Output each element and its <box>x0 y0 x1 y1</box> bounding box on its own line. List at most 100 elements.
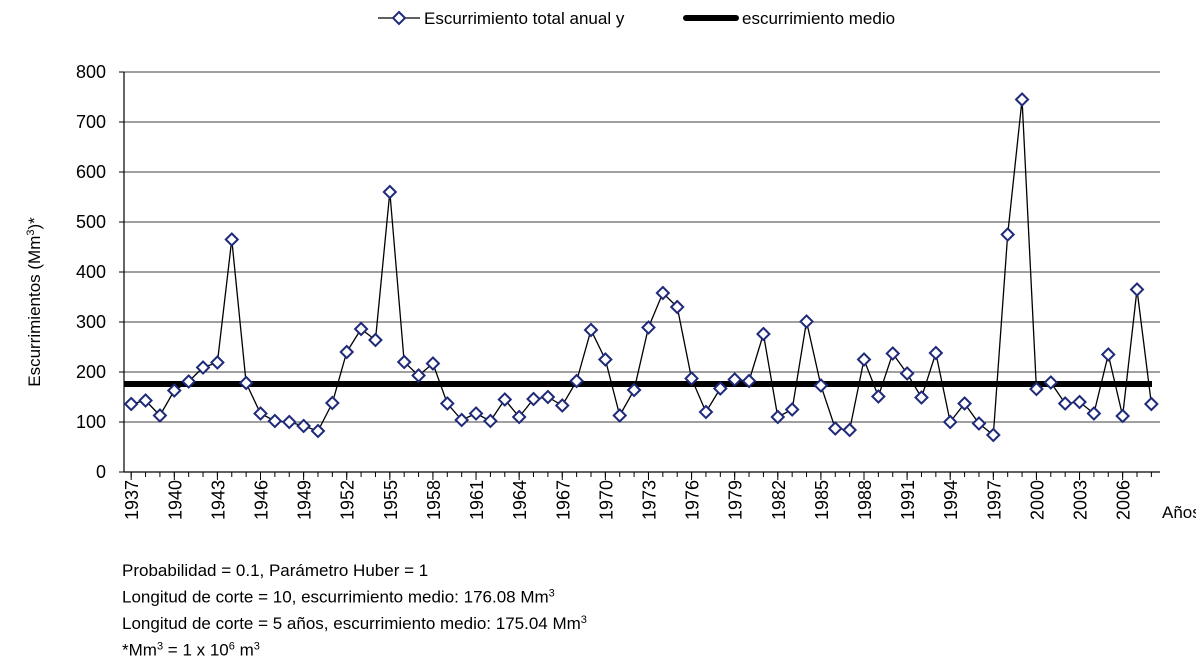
data-point <box>138 393 153 408</box>
data-point <box>195 360 211 375</box>
data-point <box>497 392 513 407</box>
x-tick-label: 2003 <box>1071 480 1091 520</box>
x-tick-label: 2006 <box>1114 480 1134 520</box>
y-tick-label: 200 <box>76 362 106 382</box>
data-point <box>612 408 628 423</box>
data-point <box>756 326 771 342</box>
legend-marker <box>391 10 407 26</box>
data-point <box>942 414 958 430</box>
x-tick-label: 1991 <box>898 480 918 520</box>
y-tick-label: 0 <box>96 462 106 482</box>
data-point <box>784 402 800 417</box>
x-tick-label: 1961 <box>467 480 487 520</box>
data-point <box>569 373 585 389</box>
text-part: Escurrimientos (Mm <box>25 236 44 387</box>
data-point <box>1115 408 1131 424</box>
data-point <box>928 345 944 361</box>
data-point <box>1143 396 1159 412</box>
data-point <box>482 413 498 429</box>
data-point <box>597 352 613 367</box>
note: Longitud de corte = 5 años, escurrimient… <box>122 614 587 633</box>
data-point <box>368 332 383 348</box>
data-point <box>511 409 527 425</box>
data-point <box>454 412 470 428</box>
data-point <box>439 396 455 411</box>
data-point <box>526 391 541 407</box>
x-tick-label: 1988 <box>855 480 875 520</box>
data-point <box>655 285 671 301</box>
x-axis-label: Años <box>1162 503 1196 522</box>
data-point <box>1043 375 1059 390</box>
superscript: 3 <box>549 588 555 600</box>
x-tick-label: 1955 <box>381 480 401 520</box>
x-tick-label: 1964 <box>510 480 530 520</box>
data-point <box>971 416 987 431</box>
data-point <box>770 409 786 425</box>
data-point <box>813 378 829 393</box>
x-tick-label: 1943 <box>208 480 228 520</box>
data-point <box>842 422 858 438</box>
x-tick-label: 1976 <box>683 480 703 520</box>
note: *Mm3 = 1 x 106 m3 <box>122 641 260 660</box>
data-point <box>1100 347 1116 362</box>
data-point <box>626 382 642 398</box>
superscript: 3 <box>25 230 37 236</box>
data-point <box>310 423 326 439</box>
y-tick-label: 300 <box>76 312 106 332</box>
data-point <box>425 356 441 371</box>
x-tick-label: 1952 <box>338 480 358 520</box>
data-point <box>957 396 972 411</box>
data-point <box>899 366 915 381</box>
text-part: *Mm <box>122 641 157 660</box>
y-tick-label: 100 <box>76 412 106 432</box>
x-tick-label: 1970 <box>596 480 616 520</box>
data-point <box>1014 92 1030 107</box>
x-tick-label: 1949 <box>295 480 315 520</box>
x-tick-label: 1994 <box>941 480 961 520</box>
superscript: 6 <box>229 641 235 653</box>
data-point <box>253 406 268 421</box>
x-tick-label: 1940 <box>165 480 185 520</box>
data-point <box>209 355 225 370</box>
data-point <box>885 346 901 361</box>
text-part: Longitud de corte = 5 años, escurrimient… <box>122 614 581 633</box>
data-point <box>856 352 872 367</box>
x-tick-label: 2000 <box>1027 480 1047 520</box>
superscript: 3 <box>581 614 587 626</box>
text-part: Probabilidad = 0.1, Parámetro Huber = 1 <box>122 561 428 580</box>
text-part: )* <box>25 217 44 230</box>
data-point <box>684 371 699 386</box>
y-tick-label: 600 <box>76 162 106 182</box>
data-point <box>698 404 714 420</box>
data-point <box>267 413 283 429</box>
data-point <box>123 396 139 412</box>
data-point <box>1072 394 1087 410</box>
data-point <box>152 408 168 423</box>
data-point <box>554 398 570 413</box>
data-point <box>583 322 599 338</box>
data-point <box>669 299 685 315</box>
data-point <box>741 373 757 389</box>
y-tick-label: 700 <box>76 112 106 132</box>
data-point <box>799 314 814 329</box>
legend-label: escurrimiento medio <box>742 9 895 28</box>
y-tick-label: 800 <box>76 62 106 82</box>
text-part: = 1 x 10 <box>163 641 229 660</box>
data-point <box>339 344 355 360</box>
data-point <box>641 320 656 335</box>
data-point <box>827 421 843 436</box>
superscript: 3 <box>157 641 163 653</box>
data-point <box>353 321 369 337</box>
text-part: m <box>235 641 254 660</box>
data-point <box>468 406 484 421</box>
x-tick-label: 1937 <box>122 480 142 520</box>
data-point <box>870 389 886 404</box>
data-point <box>296 418 312 434</box>
text-part: Longitud de corte = 10, escurrimiento me… <box>122 588 549 607</box>
data-point <box>281 414 297 430</box>
y-axis-label: Escurrimientos (Mm3)* <box>25 217 44 387</box>
data-point <box>712 381 728 396</box>
x-tick-label: 1946 <box>252 480 272 520</box>
data-point <box>914 390 929 405</box>
